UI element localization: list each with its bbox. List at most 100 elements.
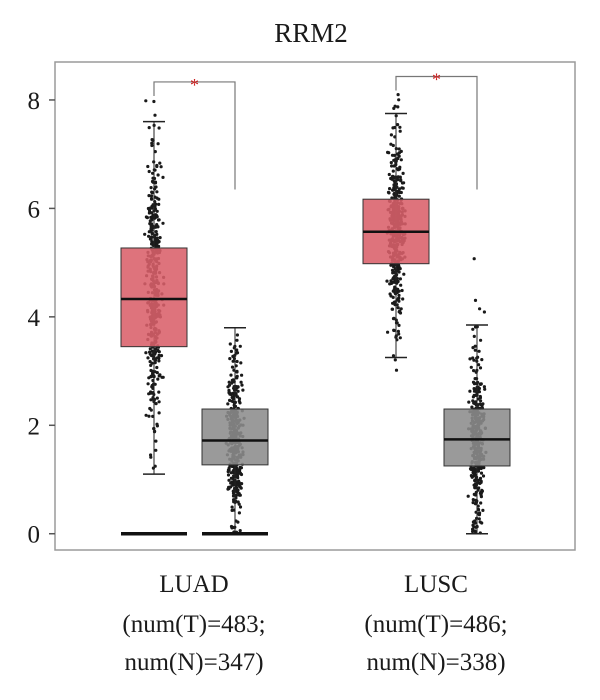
data-point xyxy=(478,350,481,353)
data-point xyxy=(239,466,242,469)
data-point xyxy=(470,366,473,369)
data-point xyxy=(154,185,157,188)
data-point xyxy=(240,473,243,476)
data-point xyxy=(230,477,233,480)
data-point xyxy=(149,398,152,401)
data-point xyxy=(156,397,159,400)
data-point xyxy=(473,493,476,496)
data-point xyxy=(478,402,481,405)
data-point xyxy=(158,400,161,403)
data-point xyxy=(228,399,231,402)
data-point xyxy=(398,195,401,198)
data-point xyxy=(155,164,158,167)
data-point xyxy=(149,219,152,222)
data-point xyxy=(239,505,242,508)
y-axis: 02468 xyxy=(28,88,56,549)
data-point xyxy=(479,339,482,342)
data-point xyxy=(239,529,242,532)
data-point xyxy=(156,378,159,381)
data-point xyxy=(238,511,241,514)
data-point xyxy=(157,359,160,362)
data-point xyxy=(400,158,403,161)
data-point xyxy=(161,222,164,225)
data-point xyxy=(151,191,154,194)
data-point xyxy=(400,191,403,194)
data-point xyxy=(472,498,475,501)
significance-bracket xyxy=(154,82,235,190)
data-point xyxy=(398,270,401,273)
data-point xyxy=(481,509,484,512)
data-point xyxy=(399,267,402,270)
data-point xyxy=(161,176,164,179)
data-point xyxy=(231,392,234,395)
data-point xyxy=(149,456,152,459)
data-point xyxy=(478,307,481,310)
data-point xyxy=(471,328,474,331)
data-point xyxy=(400,150,403,153)
data-point xyxy=(149,347,152,350)
data-point xyxy=(155,230,158,233)
data-point xyxy=(147,194,150,197)
data-point xyxy=(479,491,482,494)
data-point xyxy=(397,330,400,333)
data-point xyxy=(398,126,401,129)
data-point xyxy=(147,376,150,379)
data-point xyxy=(399,284,402,287)
category-label: LUAD xyxy=(159,571,228,598)
data-point xyxy=(227,479,230,482)
data-point xyxy=(150,409,153,412)
y-tick-label: 6 xyxy=(28,196,41,223)
data-point xyxy=(236,489,239,492)
data-point xyxy=(160,354,163,357)
data-point xyxy=(399,277,402,280)
data-point xyxy=(157,203,160,206)
data-point xyxy=(235,348,238,351)
data-point xyxy=(147,382,150,385)
data-point xyxy=(237,390,240,393)
data-point xyxy=(227,473,230,476)
data-point xyxy=(479,366,482,369)
data-point xyxy=(236,360,239,363)
data-point xyxy=(483,310,486,313)
data-point xyxy=(399,336,402,339)
data-point xyxy=(158,373,161,376)
data-point xyxy=(402,187,405,190)
data-point xyxy=(239,345,242,348)
data-point xyxy=(386,331,389,334)
data-point xyxy=(482,466,485,469)
data-point xyxy=(480,358,483,361)
data-point xyxy=(235,376,238,379)
data-point xyxy=(158,411,161,414)
data-point xyxy=(147,415,150,418)
data-point xyxy=(241,389,244,392)
data-point xyxy=(389,143,392,146)
data-point xyxy=(471,399,474,402)
data-point xyxy=(399,176,402,179)
data-point xyxy=(480,472,483,475)
data-point xyxy=(155,233,158,236)
y-tick-label: 0 xyxy=(28,522,41,549)
data-point xyxy=(472,381,475,384)
data-point xyxy=(385,280,388,283)
data-point xyxy=(471,530,474,533)
data-point xyxy=(231,509,234,512)
data-point xyxy=(239,361,242,364)
data-point xyxy=(227,470,230,473)
data-point xyxy=(150,186,153,189)
data-point xyxy=(479,501,482,504)
data-point xyxy=(240,381,243,384)
data-point xyxy=(401,297,404,300)
data-point xyxy=(398,166,401,169)
data-point xyxy=(144,351,147,354)
data-point xyxy=(150,197,153,200)
data-point xyxy=(388,173,391,176)
data-point xyxy=(145,414,148,417)
data-point xyxy=(483,388,486,391)
data-point xyxy=(473,472,476,475)
data-point xyxy=(473,402,476,405)
data-point xyxy=(231,366,234,369)
data-point xyxy=(392,329,395,332)
data-point xyxy=(394,105,397,108)
data-point xyxy=(237,385,240,388)
data-point xyxy=(150,225,153,228)
